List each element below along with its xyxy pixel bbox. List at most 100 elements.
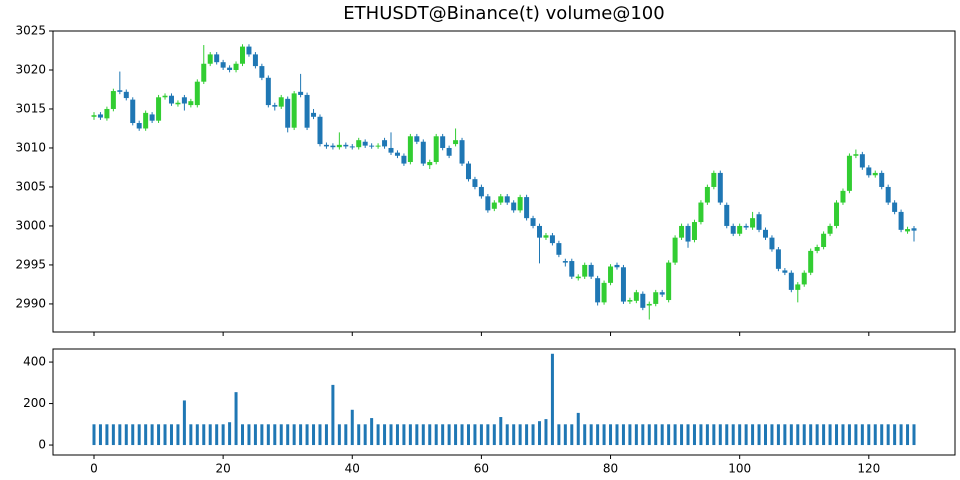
candle-body xyxy=(336,144,342,148)
volume-bar xyxy=(550,353,554,446)
volume-bar xyxy=(783,424,787,446)
candle-body xyxy=(879,172,885,187)
candle-body xyxy=(743,225,749,228)
volume-bar xyxy=(544,419,548,446)
candle-body xyxy=(853,154,859,156)
candle-body xyxy=(459,140,465,164)
volume-bar xyxy=(363,424,367,446)
x-tick-label: 120 xyxy=(857,462,880,476)
volume-bar xyxy=(776,424,780,446)
candle-body xyxy=(259,66,265,78)
candle-body xyxy=(730,225,736,234)
candle-body xyxy=(782,270,788,273)
y-tick-label: 3000 xyxy=(15,218,46,232)
volume-bar xyxy=(98,424,102,446)
candle-body xyxy=(149,114,155,121)
volume-bar xyxy=(634,424,638,446)
candle-body xyxy=(859,154,865,168)
y-tick-label: 0 xyxy=(38,438,46,452)
candle-body xyxy=(427,162,433,166)
volume-bar xyxy=(847,424,851,446)
volume-bar xyxy=(421,424,425,446)
x-tick-label: 100 xyxy=(728,462,751,476)
volume-bar xyxy=(447,424,451,446)
volume-bar xyxy=(912,424,916,446)
volume-bar xyxy=(344,424,348,446)
volume-bar xyxy=(854,424,858,446)
volume-bar xyxy=(395,424,399,446)
candle-body xyxy=(330,145,336,148)
volume-bar xyxy=(860,424,864,446)
volume-bar xyxy=(208,424,212,446)
candle-body xyxy=(504,196,510,203)
candle-body xyxy=(388,147,394,153)
candle-body xyxy=(446,147,452,156)
volume-bar xyxy=(221,424,225,446)
candle-body xyxy=(788,272,794,290)
volume-bar xyxy=(486,424,490,446)
candle-body xyxy=(640,293,646,308)
volume-bar xyxy=(796,424,800,446)
volume-bar xyxy=(357,424,361,446)
volume-bar xyxy=(215,424,219,446)
candle-body xyxy=(556,243,562,255)
x-tick-label: 0 xyxy=(90,462,98,476)
volume-bar xyxy=(602,424,606,446)
candle-body xyxy=(582,264,588,277)
volume-bar xyxy=(880,424,884,446)
candle-body xyxy=(846,155,852,191)
y-tick-label: 200 xyxy=(23,396,46,410)
candle-body xyxy=(872,172,878,176)
volume-bar xyxy=(712,424,716,446)
candle-body xyxy=(323,144,329,147)
volume-bar xyxy=(279,424,283,446)
candle-body xyxy=(795,284,801,290)
volume-bar xyxy=(738,424,742,446)
candle-body xyxy=(220,62,226,68)
volume-bar xyxy=(137,424,141,446)
candle-body xyxy=(285,98,291,128)
candle-body xyxy=(143,112,149,129)
candle-body xyxy=(549,235,555,244)
volume-bar xyxy=(247,424,251,446)
candle-body xyxy=(588,264,594,277)
volume-bar xyxy=(292,424,296,446)
volume-bar xyxy=(518,424,522,446)
candle-body xyxy=(278,97,284,107)
candle-body xyxy=(595,278,601,303)
candle-body xyxy=(762,229,768,238)
candle-body xyxy=(110,91,116,109)
candle-body xyxy=(91,115,97,117)
candle-body xyxy=(394,152,400,156)
volume-bar xyxy=(641,424,645,446)
volume-bar xyxy=(563,424,567,446)
candle-body xyxy=(265,77,271,106)
candle-body xyxy=(420,141,426,164)
volume-bar xyxy=(570,424,574,446)
volume-bar xyxy=(434,424,438,446)
volume-bar xyxy=(867,424,871,446)
x-tick-label: 40 xyxy=(345,462,360,476)
volume-bar xyxy=(899,424,903,446)
candle-body xyxy=(382,140,388,147)
candle-body xyxy=(375,145,381,147)
volume-bar xyxy=(789,424,793,446)
volume-bar xyxy=(402,424,406,446)
candle-body xyxy=(407,136,413,163)
candle-body xyxy=(911,228,917,231)
y-tick-label: 3015 xyxy=(15,101,46,115)
candle-body xyxy=(246,46,252,55)
candle-body xyxy=(362,141,368,146)
candle-body xyxy=(646,303,652,306)
volume-bar xyxy=(576,412,580,446)
candle-body xyxy=(801,272,807,285)
candle-body xyxy=(775,249,781,269)
candle-body xyxy=(905,229,911,232)
volume-bar xyxy=(628,424,632,446)
candle-body xyxy=(369,145,375,147)
candle-body xyxy=(233,63,239,70)
candle-body xyxy=(343,144,349,147)
candle-body xyxy=(440,136,446,148)
volume-bar xyxy=(770,424,774,446)
candle-body xyxy=(311,112,317,117)
